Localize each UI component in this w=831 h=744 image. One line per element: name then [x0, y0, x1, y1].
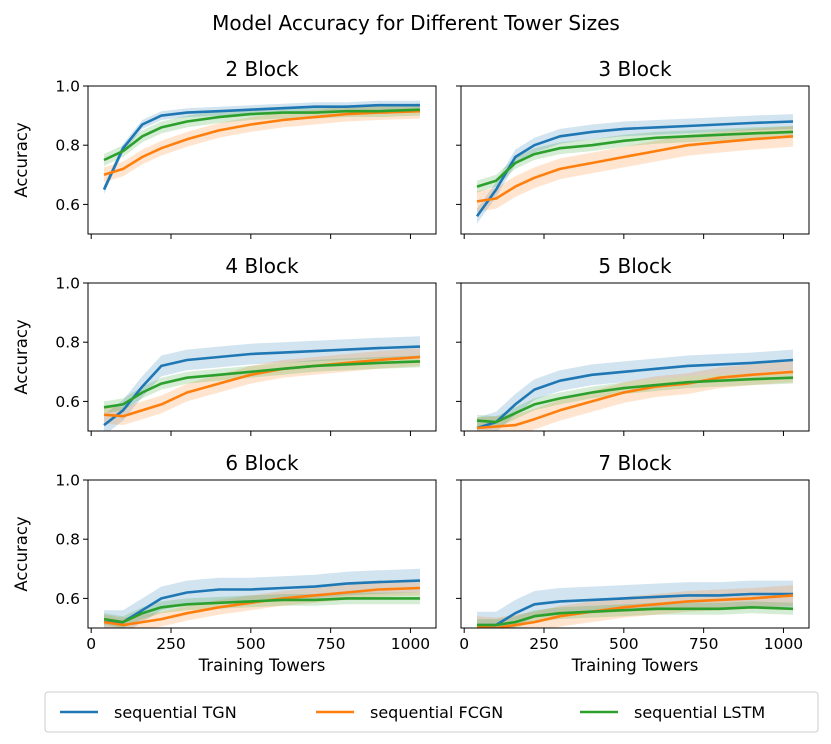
panel-title: 7 Block: [598, 451, 672, 475]
confidence-band: [477, 114, 793, 224]
x-tick-label: 1000: [764, 635, 803, 653]
panel: 3 Block: [456, 57, 810, 239]
panel-title: 3 Block: [598, 57, 672, 81]
y-tick-label: 0.8: [55, 137, 80, 155]
series-line: [477, 605, 794, 627]
y-tick-label: 0.8: [55, 334, 80, 352]
series-line: [102, 103, 420, 191]
x-tick-label: 750: [316, 635, 346, 653]
panel: 2 Block 0.6 0.8 1.0 Accuracy: [12, 57, 437, 239]
panel: 4 Block 0.6 0.8 1.0 Accuracy: [12, 254, 437, 436]
confidence-band: [104, 592, 420, 628]
legend-label: sequential TGN: [114, 703, 237, 722]
series-line: [476, 370, 794, 430]
plot-area: [103, 336, 421, 431]
confidence-band: [104, 103, 420, 166]
plot-area: [102, 100, 421, 194]
series-line: [476, 135, 794, 203]
x-axis-label: Training Towers: [198, 656, 326, 675]
y-tick-label: 1.0: [55, 78, 80, 96]
y-axis-label: Accuracy: [12, 516, 31, 592]
x-axis-label: Training Towers: [571, 656, 699, 675]
legend-label: sequential LSTM: [634, 703, 765, 722]
series-line: [103, 355, 421, 418]
plot-area: [476, 580, 794, 628]
panel-title: 2 Block: [225, 57, 299, 81]
y-axis-label: Accuracy: [12, 319, 31, 395]
confidence-band: [104, 348, 420, 426]
panel-title: 6 Block: [225, 451, 299, 475]
legend-item: sequential LSTM: [580, 703, 765, 722]
y-tick-label: 0.6: [55, 393, 80, 411]
axes-frame: [460, 85, 810, 235]
legend-box: [44, 691, 819, 733]
y-tick-label: 1.0: [55, 472, 80, 490]
series-line: [475, 120, 794, 217]
panel: 5 Block: [456, 254, 810, 436]
legend: sequential TGN sequential FCGN sequential …: [44, 691, 819, 733]
x-tick-label: 0: [459, 635, 469, 653]
y-tick-label: 0.8: [55, 531, 80, 549]
axes-frame: [460, 479, 810, 629]
x-tick-label: 1000: [391, 635, 430, 653]
series-line: [103, 586, 421, 627]
confidence-band: [477, 126, 793, 212]
panel-title: 4 Block: [225, 254, 299, 278]
series-line: [476, 376, 794, 424]
legend-item: sequential FCGN: [316, 703, 503, 722]
plot-area: [475, 114, 794, 224]
y-tick-label: 0.6: [55, 196, 80, 214]
confidence-band: [477, 580, 793, 628]
confidence-band: [477, 371, 793, 428]
plot-area: [103, 568, 421, 628]
x-tick-label: 750: [689, 635, 719, 653]
axes-frame: [87, 282, 437, 432]
series-line: [103, 360, 421, 409]
figure-title: Model Accuracy for Different Tower Sizes: [212, 11, 620, 35]
legend-item: sequential TGN: [60, 703, 237, 722]
confidence-band: [477, 349, 793, 431]
x-tick-label: 500: [609, 635, 639, 653]
panel-title: 5 Block: [598, 254, 672, 278]
series-line: [104, 579, 421, 624]
series-line: [103, 109, 421, 177]
x-tick-label: 0: [86, 635, 96, 653]
legend-label: sequential FCGN: [370, 703, 503, 722]
y-tick-label: 0.6: [55, 590, 80, 608]
series-line: [476, 594, 794, 628]
x-tick-label: 250: [529, 635, 559, 653]
panel: 7 Block 0 250 500 750 1000 Training Towers: [456, 451, 810, 675]
series-line: [103, 597, 420, 624]
axes-frame: [87, 85, 437, 235]
x-tick-label: 250: [156, 635, 186, 653]
axes-frame: [87, 479, 437, 629]
y-tick-label: 1.0: [55, 275, 80, 293]
axes-frame: [460, 282, 810, 432]
plot-area: [476, 349, 794, 431]
y-axis-label: Accuracy: [12, 122, 31, 198]
panels: 2 Block 0.6 0.8 1.0 Accuracy 3 Block 4 Block 0.…: [12, 57, 810, 675]
x-tick-label: 500: [236, 635, 266, 653]
series-line: [477, 592, 793, 627]
series-line: [103, 345, 421, 427]
panel: 6 Block 0 250 500 750 1000 0.6 0.8 1.0 Accuracy Tr…: [12, 451, 437, 675]
series-line: [103, 108, 421, 162]
series-line: [476, 358, 794, 430]
confidence-band: [104, 355, 420, 414]
series-line: [476, 130, 794, 188]
